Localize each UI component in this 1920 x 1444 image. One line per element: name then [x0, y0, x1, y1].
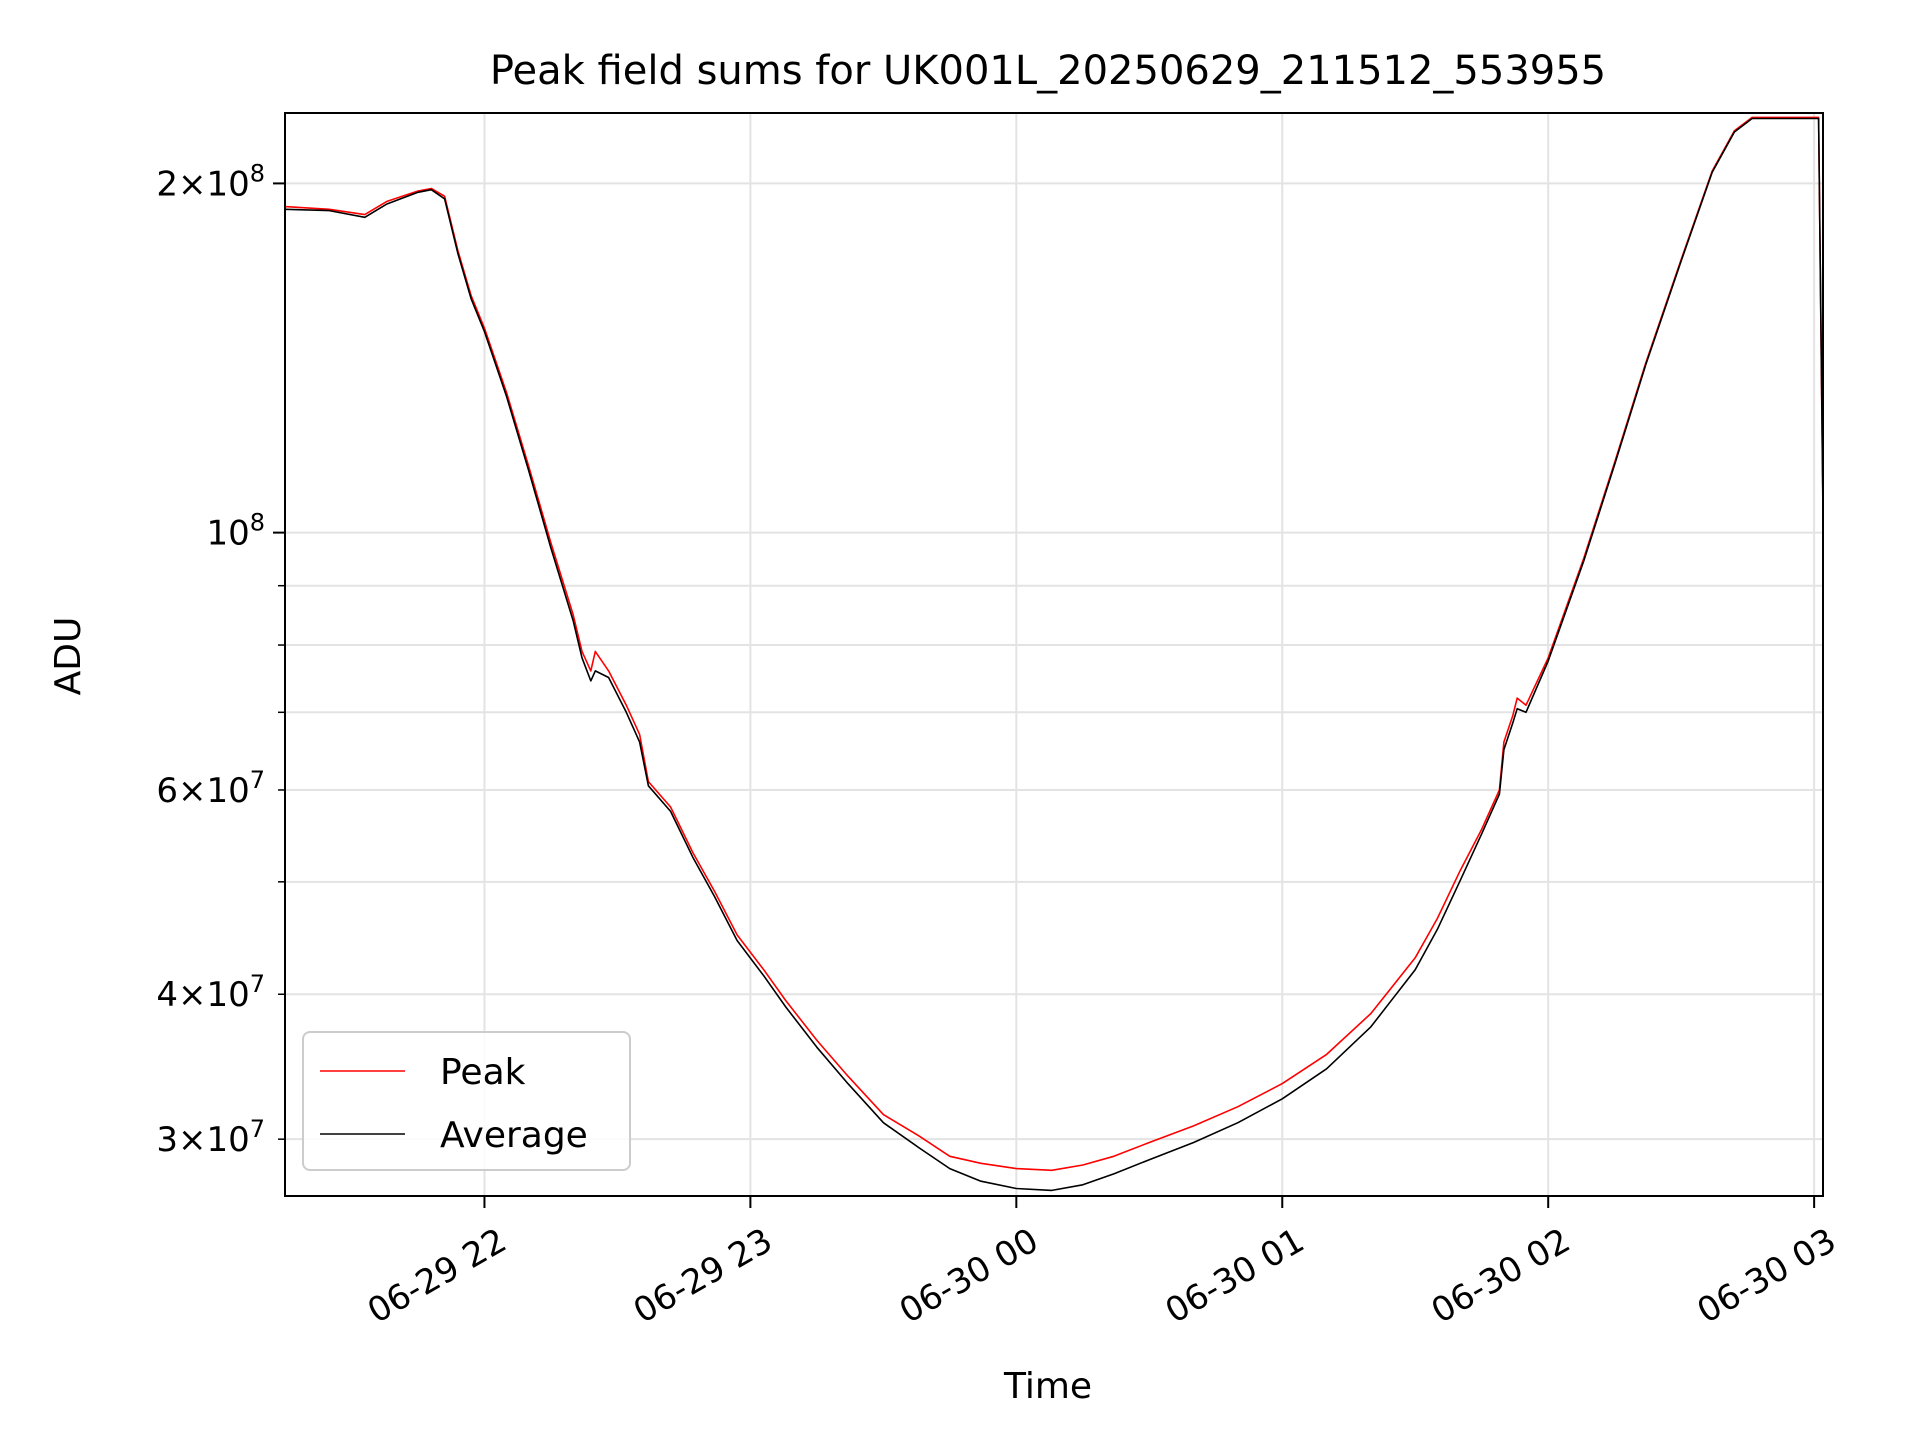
legend: Peak Average: [302, 1031, 631, 1171]
y-axis-label: ADU: [48, 617, 89, 696]
legend-peak-label: Peak: [440, 1052, 526, 1093]
x-axis-label: Time: [1003, 1366, 1092, 1407]
series-line-average: [284, 117, 1824, 1192]
chart-title: Peak field sums for UK001L_20250629_2115…: [490, 48, 1606, 94]
legend-average-label: Average: [440, 1115, 588, 1156]
series-line-peak: [284, 116, 1824, 1172]
y-tick-label: 108: [206, 509, 265, 554]
y-minor-tick-label: 3×107: [156, 1115, 265, 1160]
grid-lines: [285, 113, 1823, 1196]
axes-frame: [284, 112, 1824, 1197]
y-minor-tick-label: 4×107: [156, 970, 265, 1015]
y-minor-tick-label: 6×107: [156, 766, 265, 811]
y-tick-label: 2×108: [156, 159, 265, 204]
plot-series: [284, 116, 1824, 1192]
legend-box: [302, 1031, 631, 1171]
